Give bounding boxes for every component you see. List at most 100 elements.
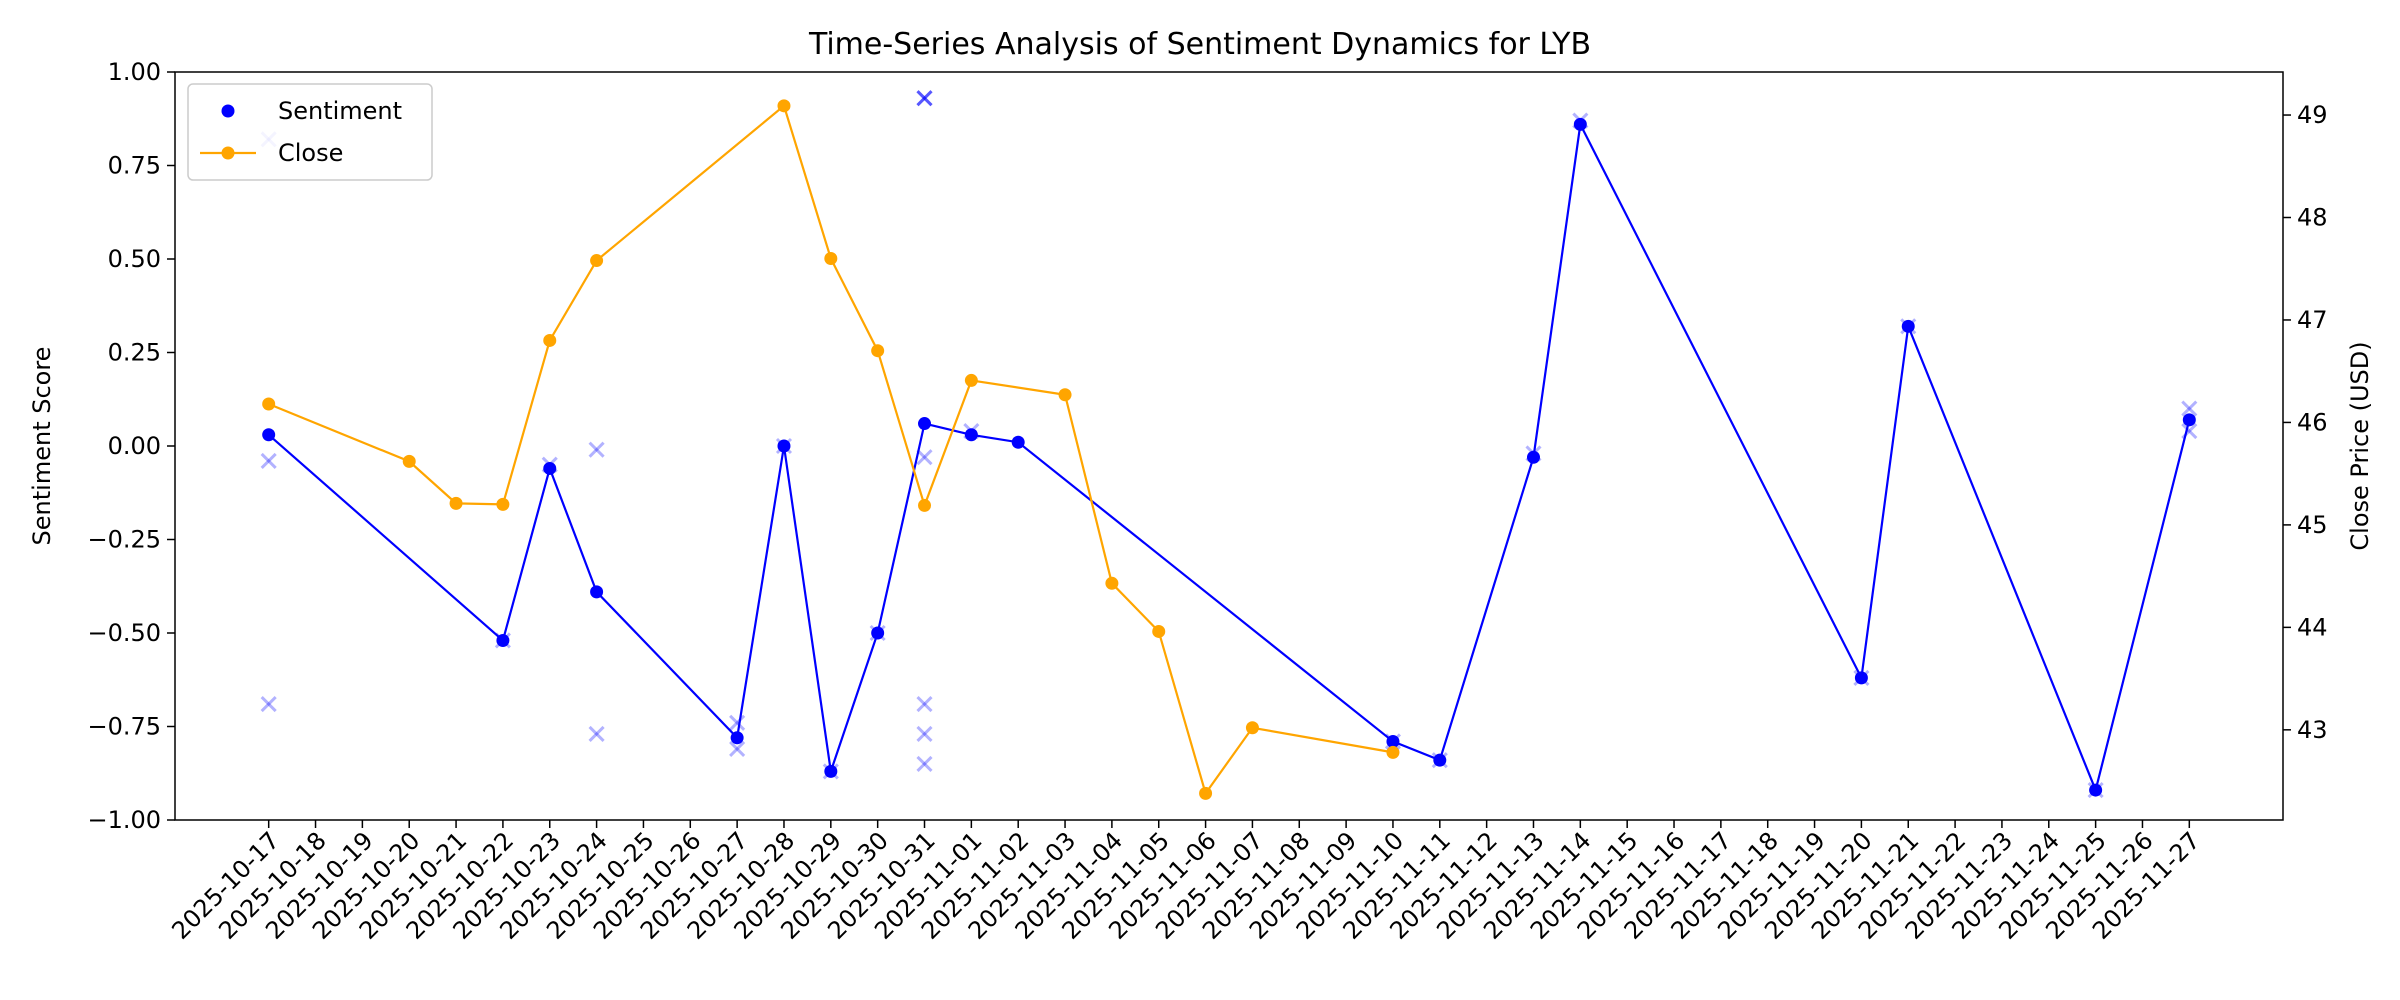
raw-sentiment-point-stroke — [916, 695, 933, 713]
y2-tick-label: 47 — [2297, 306, 2328, 334]
legend-item-close: Close — [200, 139, 343, 167]
raw-sentiment-point — [1572, 112, 1589, 129]
raw-sentiment-point — [1431, 752, 1448, 769]
raw-sentiment-point — [2181, 422, 2198, 440]
sentiment-point — [1011, 435, 1025, 449]
sentiment-point — [824, 764, 838, 778]
close-point — [402, 454, 416, 468]
raw-sentiment-point-stroke — [869, 624, 886, 642]
sentiment-point — [2089, 783, 2103, 797]
legend-marker-close — [221, 146, 235, 160]
raw-sentiment-point-stroke — [588, 725, 605, 743]
raw-sentiment-point-stroke — [916, 90, 933, 107]
close-point — [262, 397, 276, 411]
legend-box — [187, 83, 433, 181]
sentiment-point — [1386, 734, 1400, 748]
sentiment-point — [964, 428, 978, 442]
raw-sentiment-point-stroke — [916, 90, 933, 107]
close-point — [1058, 388, 1072, 402]
raw-sentiment-point — [1525, 445, 1542, 462]
raw-sentiment-point-stroke — [729, 740, 746, 758]
sentiment-point — [543, 461, 557, 475]
close-point — [1386, 745, 1400, 759]
raw-sentiment-point — [916, 90, 933, 107]
legend: Sentiment Close — [187, 83, 433, 181]
raw-sentiment-point — [729, 714, 746, 731]
raw-sentiment-point-stroke — [916, 90, 933, 107]
raw-sentiment-point-stroke — [588, 441, 605, 458]
chart-title: Time-Series Analysis of Sentiment Dynami… — [808, 27, 1591, 62]
raw-sentiment-point — [1384, 733, 1402, 750]
y-tick-label: −1.00 — [87, 806, 161, 834]
sentiment-point — [1526, 450, 1540, 464]
raw-sentiment-point — [494, 632, 511, 649]
close-point — [543, 333, 557, 347]
raw-sentiment-point-stroke — [775, 437, 793, 455]
y2-tick-label: 45 — [2297, 511, 2328, 539]
raw-sentiment-point-stroke — [916, 725, 933, 743]
legend-label-sentiment: Sentiment — [278, 97, 402, 125]
raw-sentiment-point — [775, 437, 793, 455]
y2-tick-label: 43 — [2297, 716, 2328, 744]
sentiment-point — [1433, 753, 1447, 767]
raw-sentiment-point-stroke — [494, 632, 511, 649]
raw-sentiment-point-stroke — [916, 725, 933, 743]
close-point — [918, 498, 932, 512]
y2-tick-label: 49 — [2297, 101, 2328, 129]
y-tick-label: −0.50 — [87, 619, 161, 647]
raw-sentiment-point-stroke — [916, 90, 933, 107]
raw-sentiment-point — [916, 695, 933, 713]
raw-sentiment-point-stroke — [775, 437, 793, 455]
y-tick-label: 1.00 — [108, 58, 161, 86]
y2-tick-label: 46 — [2297, 408, 2328, 436]
raw-sentiment-point-stroke — [729, 714, 746, 731]
raw-sentiment-point-stroke — [2087, 782, 2104, 799]
raw-sentiment-point-stroke — [2087, 782, 2104, 799]
raw-sentiment-point-stroke — [588, 725, 605, 743]
raw-sentiment-point-stroke — [260, 695, 277, 713]
raw-sentiment-point-stroke — [1900, 318, 1917, 335]
raw-sentiment-point-stroke — [2181, 400, 2198, 417]
close-point — [871, 344, 885, 358]
raw-sentiment-point-stroke — [2181, 422, 2198, 440]
close-point — [1105, 576, 1119, 590]
y-tick-label: 0.25 — [108, 339, 161, 367]
raw-sentiment-point-stroke — [1900, 318, 1917, 335]
y-tick-label: 0.50 — [108, 245, 161, 273]
close-point — [1199, 786, 1213, 800]
raw-sentiment-point-stroke — [916, 755, 933, 772]
legend-label-close: Close — [278, 139, 343, 167]
sentiment-point — [590, 585, 604, 599]
raw-sentiment-point — [916, 725, 933, 743]
y-tick-label: 0.75 — [108, 152, 161, 180]
raw-sentiment-point — [822, 763, 839, 780]
raw-sentiment-point-stroke — [1525, 445, 1542, 462]
raw-sentiment-point-stroke — [729, 714, 746, 731]
sentiment-point — [777, 439, 791, 453]
plot-area-border — [174, 71, 2284, 821]
close-point — [1152, 624, 1166, 638]
sentiment-point — [262, 428, 276, 442]
sentiment-point — [871, 626, 885, 640]
y2-tick-label: 44 — [2297, 613, 2328, 641]
raw-sentiment-point-stroke — [1431, 752, 1448, 769]
raw-sentiment-point — [541, 456, 558, 473]
sentiment-point — [918, 417, 932, 431]
raw-sentiment-point-stroke — [963, 422, 980, 440]
raw-sentiment-point-stroke — [588, 441, 605, 458]
raw-sentiment-point-stroke — [1853, 669, 1870, 686]
raw-sentiment-point — [260, 452, 277, 470]
raw-sentiment-point-stroke — [963, 422, 980, 440]
raw-sentiment-point-stroke — [1572, 112, 1589, 129]
raw-sentiment-point-stroke — [916, 90, 933, 107]
raw-sentiment-point — [963, 422, 980, 440]
raw-sentiment-point-stroke — [729, 740, 746, 758]
raw-sentiment-point — [869, 624, 886, 642]
raw-sentiment-point-stroke — [916, 695, 933, 713]
sentiment-point — [1854, 671, 1868, 685]
raw-sentiment-point-stroke — [541, 456, 558, 473]
y-tick-label: −0.75 — [87, 713, 161, 741]
raw-sentiment-point — [1853, 669, 1870, 686]
raw-sentiment-point-stroke — [1853, 669, 1870, 686]
